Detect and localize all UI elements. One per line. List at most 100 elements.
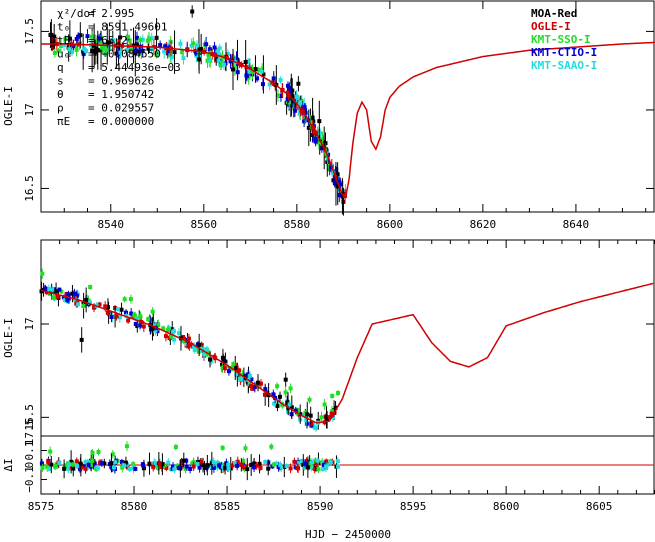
top-data-point (217, 52, 222, 57)
residual-point (299, 458, 304, 463)
residual-point (266, 466, 271, 471)
top-data-point (300, 106, 305, 111)
residual-point (241, 465, 246, 470)
zoom-panel: 16.5 17 17.5 OGLE-I (2, 239, 655, 445)
zoom-data-point (202, 352, 207, 357)
param-value: = −0.084550 (88, 48, 161, 61)
param-value: = 0.029557 (88, 102, 154, 115)
top-data-point (97, 36, 102, 41)
residual-point (313, 458, 318, 463)
zoom-data-point (263, 392, 268, 397)
residual-point (67, 462, 72, 467)
zoom-data-point (286, 400, 291, 405)
zoom-data-point (156, 323, 161, 328)
param-value: = 8591.49601 (88, 21, 167, 34)
residual-point (195, 461, 200, 466)
zoom-data-point (55, 294, 60, 299)
top-data-point (114, 51, 119, 56)
residual-point (309, 464, 314, 469)
zoom-data-point (280, 403, 285, 408)
zoom-data-point (247, 381, 252, 386)
zoom-data-point (138, 314, 143, 319)
zoom-data-point (189, 342, 194, 347)
zoom-data-point (287, 402, 292, 407)
zoom-data-point (72, 291, 77, 296)
zoom-data-point (295, 407, 300, 412)
top-data-point (104, 47, 109, 52)
residual-point (288, 466, 293, 471)
zoom-data-point (325, 417, 330, 422)
top-data-point (98, 40, 103, 45)
residual-point (220, 445, 225, 450)
residual-point (211, 465, 216, 470)
param-label: s (57, 75, 64, 88)
top-data-point (125, 34, 130, 39)
residual-point (90, 450, 95, 455)
top-xtick-label: 8600 (377, 218, 404, 231)
zoom-data-point (133, 322, 138, 327)
zoom-data-point (74, 293, 79, 298)
zoom-data-point (322, 402, 327, 407)
zoom-data-point (329, 409, 334, 414)
zoom-data-point (59, 289, 64, 294)
top-ytick-label: 16.5 (23, 175, 36, 202)
top-data-point (74, 47, 79, 52)
top-data-point (48, 32, 53, 37)
residual-point (47, 466, 52, 471)
residual-point (279, 465, 284, 470)
residual-point (66, 466, 71, 471)
zoom-data-point (288, 386, 293, 391)
zoom-data-point (263, 387, 268, 392)
zoom-data-point (88, 285, 93, 290)
zoom-data-point (199, 342, 204, 347)
zoom-data-point (129, 311, 134, 316)
residual-point (292, 459, 297, 464)
top-data-point (169, 55, 174, 60)
top-data-point (78, 33, 83, 38)
top-data-point (63, 36, 68, 41)
top-data-point (172, 50, 177, 55)
zoom-data-point (184, 342, 189, 347)
residual-point (278, 463, 283, 468)
top-data-point (296, 96, 301, 101)
residual-point (312, 467, 317, 472)
zoom-data-point (105, 310, 110, 315)
residual-point (49, 462, 54, 467)
residual-xtick-label: 8605 (586, 500, 613, 513)
residual-point (302, 461, 307, 466)
top-data-point (105, 42, 110, 47)
top-data-point (129, 46, 134, 51)
residual-point (215, 460, 220, 465)
residual-point (119, 459, 124, 464)
legend-entry: KMT-CTIO-I (531, 46, 597, 59)
residual-point (40, 465, 45, 470)
zoom-data-point (304, 418, 309, 423)
zoom-data-point (319, 415, 324, 420)
top-data-point (140, 48, 145, 53)
zoom-data-point (146, 317, 151, 322)
residual-point (328, 460, 333, 465)
residual-point (303, 465, 308, 470)
residual-point (269, 444, 274, 449)
zoom-data-point (239, 376, 244, 381)
residual-point (226, 466, 231, 471)
top-data-point (228, 59, 233, 64)
zoom-data-point (186, 336, 191, 341)
top-data-point (337, 179, 342, 184)
residual-point (83, 460, 88, 465)
param-label: χ²/dof (57, 7, 97, 20)
zoom-data-point (76, 302, 81, 307)
top-data-point (207, 57, 212, 62)
residual-point (305, 465, 310, 470)
top-data-point (286, 87, 291, 92)
residual-point (102, 461, 107, 466)
top-data-point (292, 108, 297, 113)
zoom-data-point (272, 401, 277, 406)
zoom-data-point (220, 355, 225, 360)
zoom-data-point (119, 307, 124, 312)
zoom-data-point (150, 326, 155, 331)
zoom-data-point (54, 289, 59, 294)
residual-point (245, 467, 250, 472)
residual-point (70, 462, 75, 467)
